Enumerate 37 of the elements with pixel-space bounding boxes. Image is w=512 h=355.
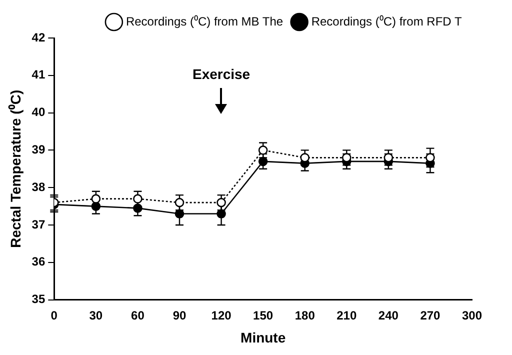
point [258, 156, 268, 166]
point [300, 153, 310, 162]
point [133, 194, 142, 204]
point [216, 198, 226, 208]
legend-label: Recordings (⁰C) from RFD T [311, 14, 462, 28]
point [384, 153, 394, 162]
x-tick-label: 240 [378, 308, 399, 322]
y-tick-label: 35 [32, 292, 46, 306]
x-tick-label: 270 [420, 308, 441, 322]
point [91, 194, 101, 204]
x-tick-label: 60 [131, 308, 145, 322]
point [174, 209, 184, 218]
point [258, 146, 268, 155]
y-tick-label: 37 [32, 217, 46, 232]
y-tick-label: 42 [32, 30, 46, 44]
x-tick-label: 0 [50, 308, 58, 322]
x-tick-label: 30 [89, 308, 103, 322]
x-tick-label: 300 [462, 308, 482, 322]
point [174, 198, 184, 208]
x-tick-label: 120 [211, 308, 232, 322]
y-tick-label: 38 [32, 180, 46, 194]
y-tick-label: 41 [32, 68, 46, 82]
y-tick-label: 36 [32, 254, 46, 269]
point [216, 209, 226, 218]
x-tick-label: 90 [172, 308, 186, 322]
y-tick-label: 40 [32, 105, 46, 120]
y-tick-label: 39 [32, 142, 46, 157]
x-tick-label: 150 [253, 308, 274, 322]
point [91, 202, 101, 211]
x-tick-label: 180 [294, 308, 316, 322]
point [342, 153, 352, 162]
y-axis-title: Rectal Temperature (⁰C) [7, 90, 24, 248]
annotation: Exercise [192, 66, 250, 82]
legend-label: Recordings (⁰C) from MB The [126, 14, 284, 28]
point [133, 204, 142, 213]
x-axis-title: Minute [240, 329, 286, 346]
x-tick-label: 210 [336, 308, 357, 322]
